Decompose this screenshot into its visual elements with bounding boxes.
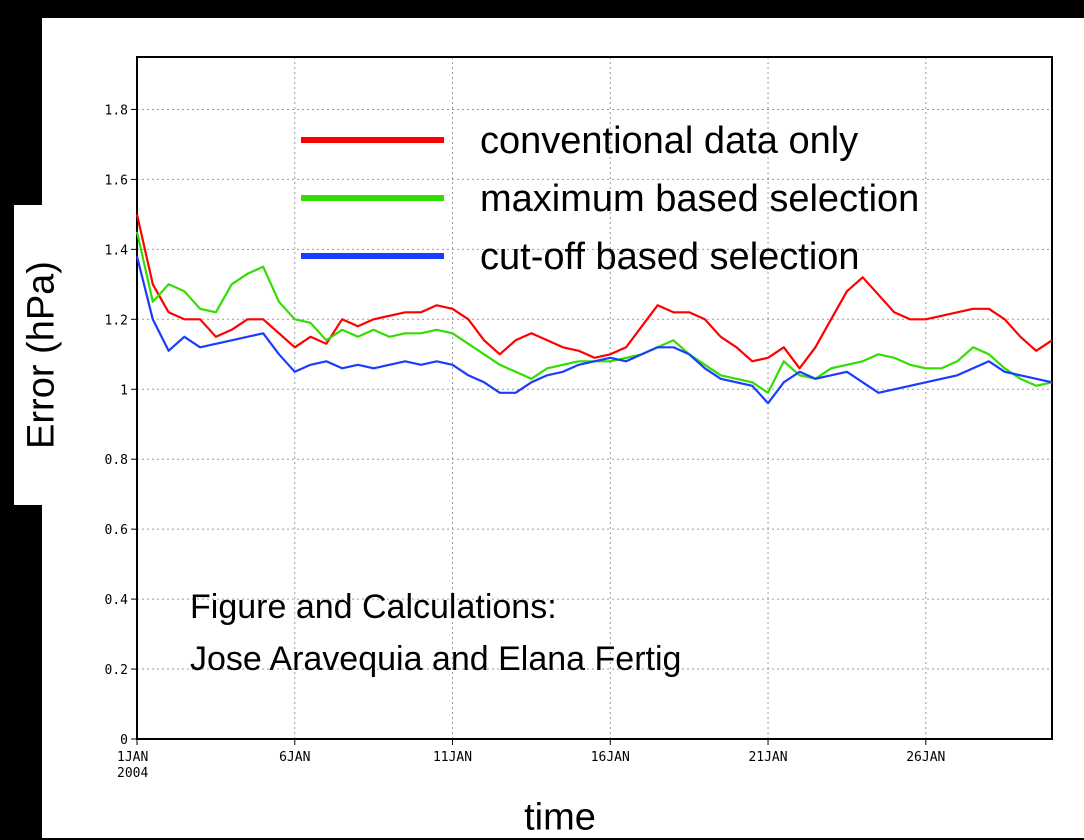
x-tick-sublabel: 2004 (117, 766, 148, 781)
series-line (135, 256, 1053, 405)
x-tick-label: 21JAN (748, 750, 787, 765)
legend-label: cut-off based selection (480, 236, 860, 278)
x-tick-label: 6JAN (279, 750, 310, 765)
legend-label: conventional data only (480, 120, 858, 162)
y-tick-label: 0.2 (105, 663, 128, 678)
y-tick-label: 1.4 (105, 243, 129, 258)
legend-label: maximum based selection (480, 178, 919, 220)
series-lines (135, 214, 1053, 405)
annotation-line: Figure and Calculations: (190, 588, 557, 626)
legend: conventional data only maximum based sele… (301, 120, 919, 278)
y-tick-label: 1.2 (105, 313, 128, 328)
series-line (135, 214, 1053, 370)
y-tick-label: 0.6 (105, 523, 128, 538)
grid-lines (137, 57, 1052, 739)
y-tick-label: 0.8 (105, 453, 128, 468)
y-tick-label: 0.4 (105, 593, 129, 608)
x-tick-label: 11JAN (433, 750, 472, 765)
annotation-line: Jose Aravequia and Elana Fertig (190, 640, 681, 678)
chart-panel (42, 18, 1084, 838)
y-tick-label: 0 (120, 733, 128, 748)
x-tick-label: 1JAN (117, 750, 148, 765)
y-tick-label: 1 (120, 383, 128, 398)
y-tick-label: 1.8 (105, 103, 128, 118)
x-tick-label: 16JAN (591, 750, 630, 765)
y-axis-label-box (14, 205, 70, 505)
plot-border (136, 56, 1053, 740)
y-axis-label: Error (hPa) (20, 261, 63, 449)
y-tick-label: 1.6 (105, 173, 128, 188)
x-axis-label: time (524, 796, 596, 839)
annotation: Figure and Calculations: Jose Aravequia a… (190, 588, 681, 678)
x-tick-label: 26JAN (906, 750, 945, 765)
